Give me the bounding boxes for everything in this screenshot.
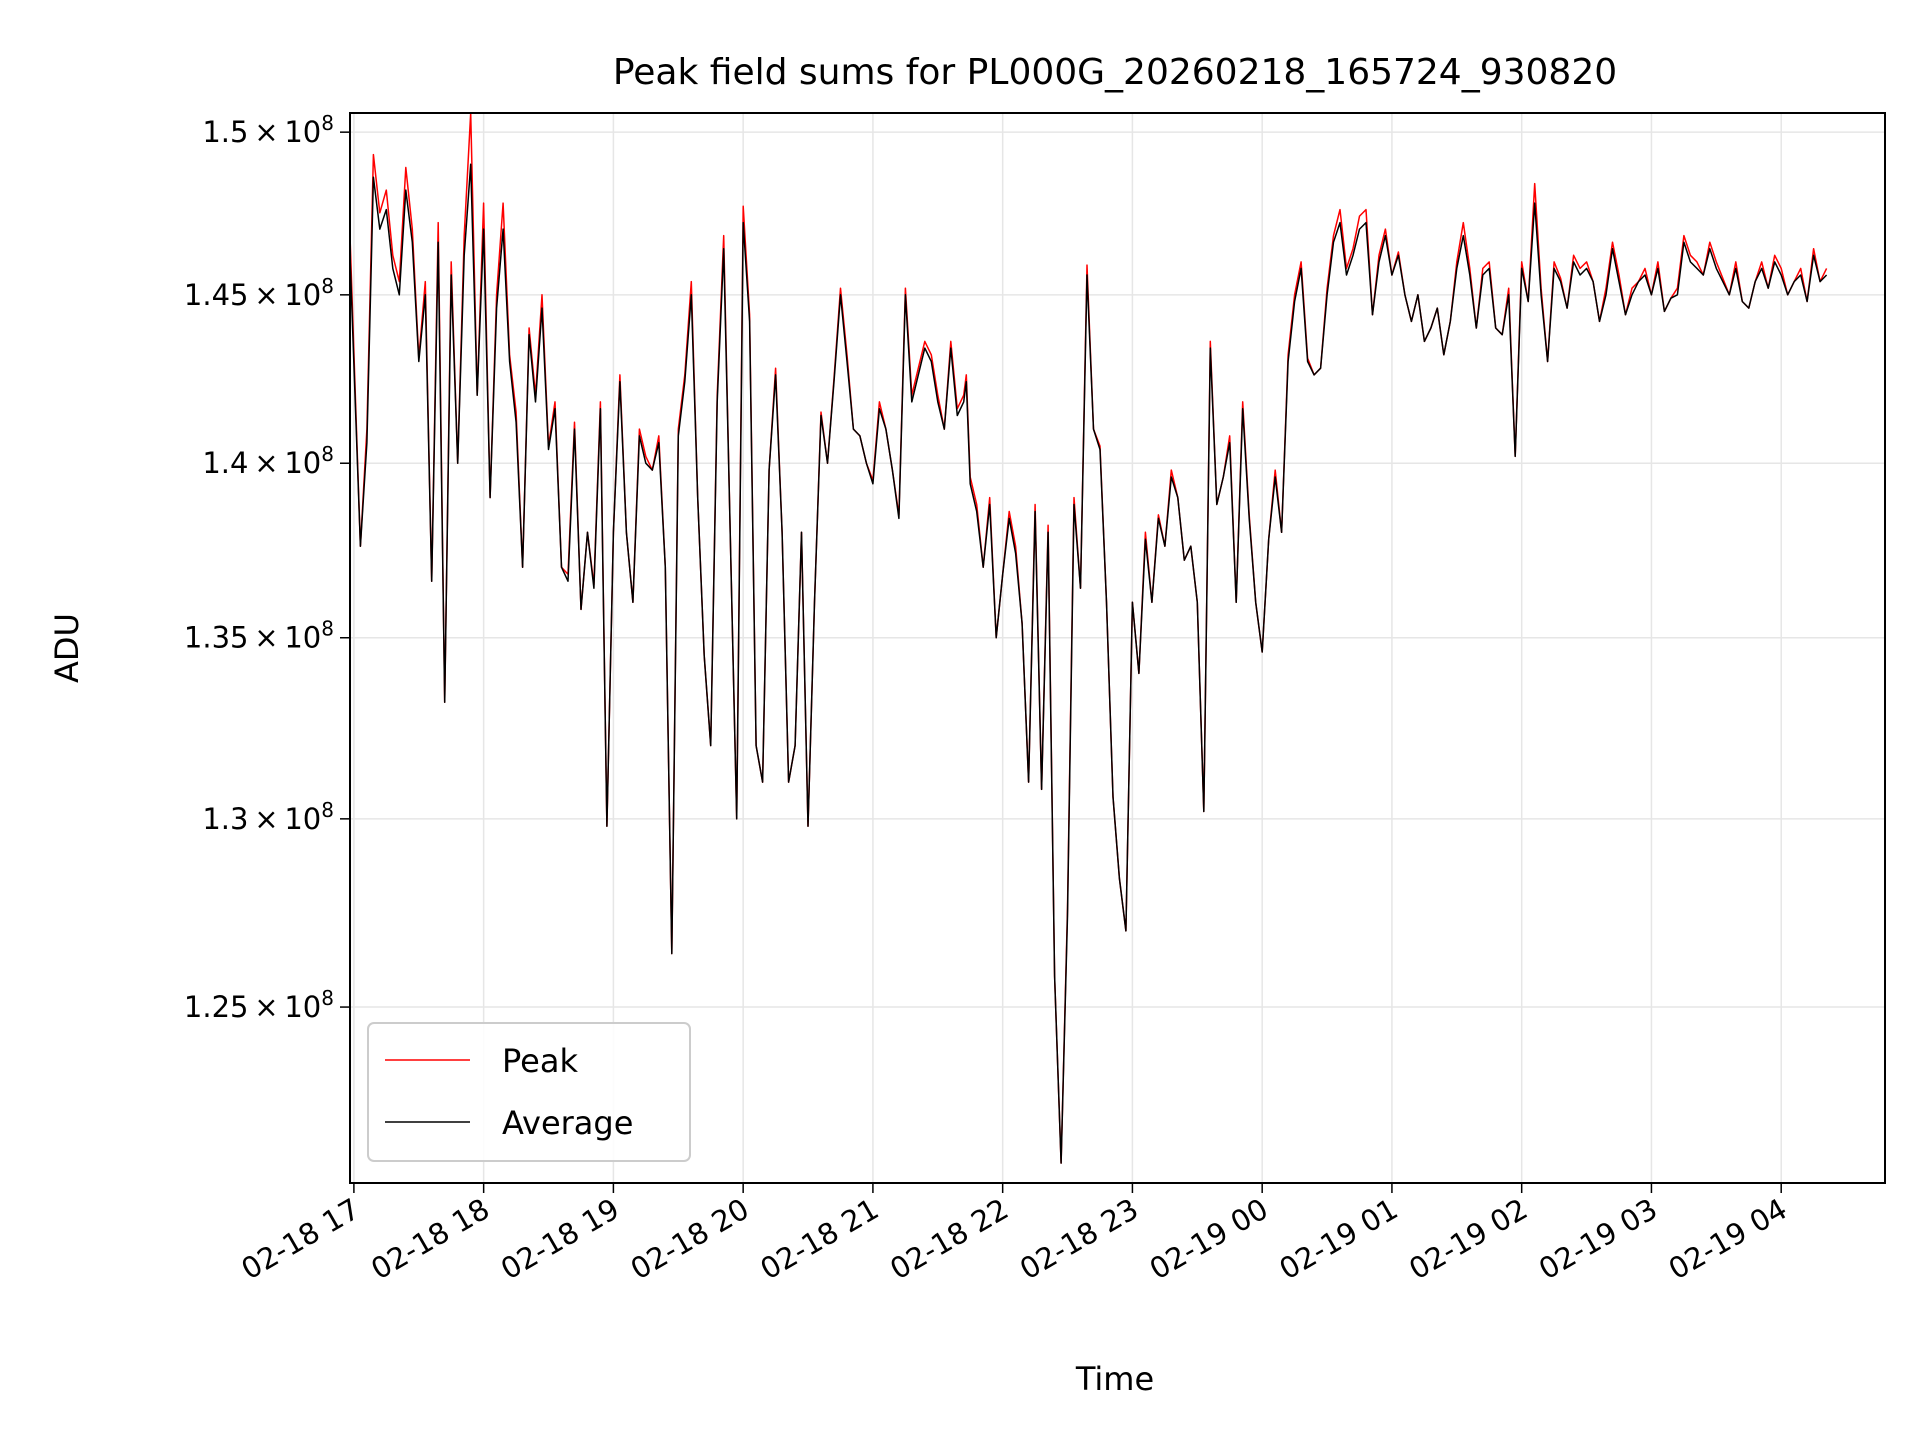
- legend: Peak Average: [367, 1022, 691, 1162]
- y-tick-label: 1.25 × 108: [184, 986, 334, 1024]
- legend-peak-label: Peak: [502, 1042, 578, 1080]
- y-tick-label: 1.4 × 108: [202, 442, 334, 480]
- x-axis-label: Time: [1075, 1360, 1154, 1398]
- legend-box: [367, 1022, 691, 1162]
- plot-frame: [349, 112, 1886, 1184]
- grid-lines: [350, 113, 1885, 1183]
- series-group: [350, 113, 1828, 1164]
- y-tick-label: 1.35 × 108: [184, 617, 334, 655]
- y-tick-label: 1.5 × 108: [202, 111, 334, 149]
- y-axis: 1.25 × 108 1.3 × 108 1.35 × 108 1.4 × 108 1.…: [184, 111, 350, 1024]
- y-axis-label: ADU: [48, 613, 86, 683]
- y-tick-label: 1.3 × 108: [202, 798, 334, 836]
- series-line-average: [350, 163, 1828, 1164]
- legend-average-label: Average: [502, 1104, 633, 1142]
- plot-area: [350, 113, 1828, 1164]
- chart-title: Peak field sums for PL000G_20260218_1657…: [613, 52, 1617, 93]
- series-line-peak: [350, 113, 1828, 1164]
- y-tick-label: 1.45 × 108: [184, 274, 334, 312]
